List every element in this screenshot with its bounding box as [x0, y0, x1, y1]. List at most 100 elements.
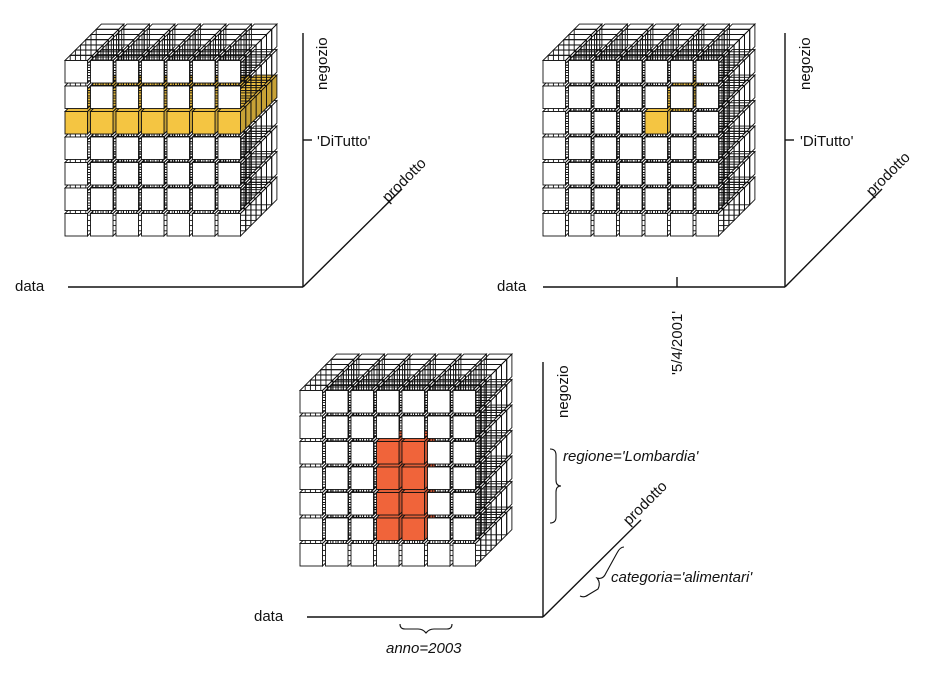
cube-cell: [349, 460, 380, 491]
cube-cell: [592, 156, 623, 187]
cube-cell: [669, 54, 700, 85]
cube-cell: [618, 181, 649, 212]
cube-cell: [140, 181, 171, 212]
cube-cell: [191, 130, 222, 161]
axis-label-prodotto: prodotto: [379, 155, 430, 206]
cube-cell: [592, 181, 623, 212]
highlighted-cell: [375, 460, 406, 491]
cube-cell: [349, 409, 380, 440]
cube-cell: [694, 156, 725, 187]
cube-cell: [140, 207, 171, 238]
cube-cell: [426, 537, 457, 568]
cube-cell: [298, 537, 329, 568]
annotation-regione: regione='Lombardia': [563, 448, 700, 465]
cube-cell: [643, 54, 674, 85]
highlighted-cell: [400, 435, 431, 466]
cube-cell: [216, 130, 247, 161]
axis-label-negozio: negozio: [555, 365, 572, 418]
cube-cell: [165, 181, 196, 212]
axis-label-prodotto: prodotto: [620, 478, 671, 529]
cube-cell: [375, 537, 406, 568]
cube-cell: [541, 54, 572, 85]
cube-cell: [191, 156, 222, 187]
cube-slice-store: data negozio prodotto 'DiTutto': [15, 23, 430, 295]
cube-cell: [669, 181, 700, 212]
cube-cell: [567, 207, 598, 238]
cube-cell: [216, 207, 247, 238]
cube-cell: [298, 384, 329, 415]
cube-cell: [694, 130, 725, 161]
axis-label-data: data: [254, 608, 284, 625]
cube-cell: [140, 156, 171, 187]
cube-cell: [216, 79, 247, 110]
cube-cell: [324, 435, 355, 466]
cube-cell: [324, 384, 355, 415]
cube-cell: [669, 156, 700, 187]
axis-label-prodotto: prodotto: [863, 149, 914, 200]
cube-cell: [643, 156, 674, 187]
axis-prodotto: [784, 188, 883, 288]
cube-cell: [451, 511, 482, 542]
cube-cell: [63, 130, 94, 161]
cube-cell: [451, 384, 482, 415]
cube-cell: [114, 156, 145, 187]
brace-categoria: [579, 546, 625, 598]
cube-cell: [618, 156, 649, 187]
highlighted-cell: [191, 105, 222, 136]
cube-cell: [191, 181, 222, 212]
cube-cell: [165, 130, 196, 161]
cube-cell: [63, 156, 94, 187]
cube-cell: [541, 79, 572, 110]
cube-cell: [669, 207, 700, 238]
highlighted-cell: [165, 105, 196, 136]
cube-cell: [618, 207, 649, 238]
cube-cell: [324, 409, 355, 440]
cube-cell: [324, 537, 355, 568]
cube-cell: [541, 181, 572, 212]
cube-cell: [165, 207, 196, 238]
cube-cell: [451, 537, 482, 568]
cube-cell: [567, 54, 598, 85]
cube-cell: [451, 486, 482, 517]
cube-cell: [426, 384, 457, 415]
cube-cell: [618, 130, 649, 161]
cube-cell: [592, 207, 623, 238]
annotation-anno: anno=2003: [386, 640, 462, 657]
annotation-date: '5/4/2001': [669, 311, 686, 375]
cube-cell: [298, 460, 329, 491]
cube-cell: [298, 486, 329, 517]
cube-cell: [324, 511, 355, 542]
cube-cell: [165, 156, 196, 187]
brace-regione: [549, 448, 562, 524]
cube-cell: [140, 54, 171, 85]
cube-cell: [349, 435, 380, 466]
highlighted-cell: [114, 105, 145, 136]
cube-cell: [114, 54, 145, 85]
cube-cell: [191, 207, 222, 238]
cube-cell: [694, 207, 725, 238]
cube-cell: [400, 537, 431, 568]
axis-prodotto: [302, 188, 403, 288]
cube-cell: [643, 130, 674, 161]
cube-cell: [567, 130, 598, 161]
cube-cell: [694, 181, 725, 212]
cube-cell: [349, 384, 380, 415]
cube-cell: [567, 181, 598, 212]
highlighted-cell: [400, 460, 431, 491]
cube-cell: [298, 435, 329, 466]
cube-cell: [592, 79, 623, 110]
axis-label-data: data: [497, 278, 527, 295]
cube-cell: [349, 511, 380, 542]
cube-cell: [618, 105, 649, 136]
cube-cells: [541, 23, 756, 238]
cube-cell: [140, 130, 171, 161]
cube-cell: [451, 435, 482, 466]
cube-cell: [592, 130, 623, 161]
cube-cell: [63, 181, 94, 212]
annotation-ditutto: 'DiTutto': [800, 133, 854, 150]
highlighted-cell: [375, 486, 406, 517]
cube-cell: [541, 156, 572, 187]
cube-cell: [89, 207, 120, 238]
cube-cell: [592, 54, 623, 85]
